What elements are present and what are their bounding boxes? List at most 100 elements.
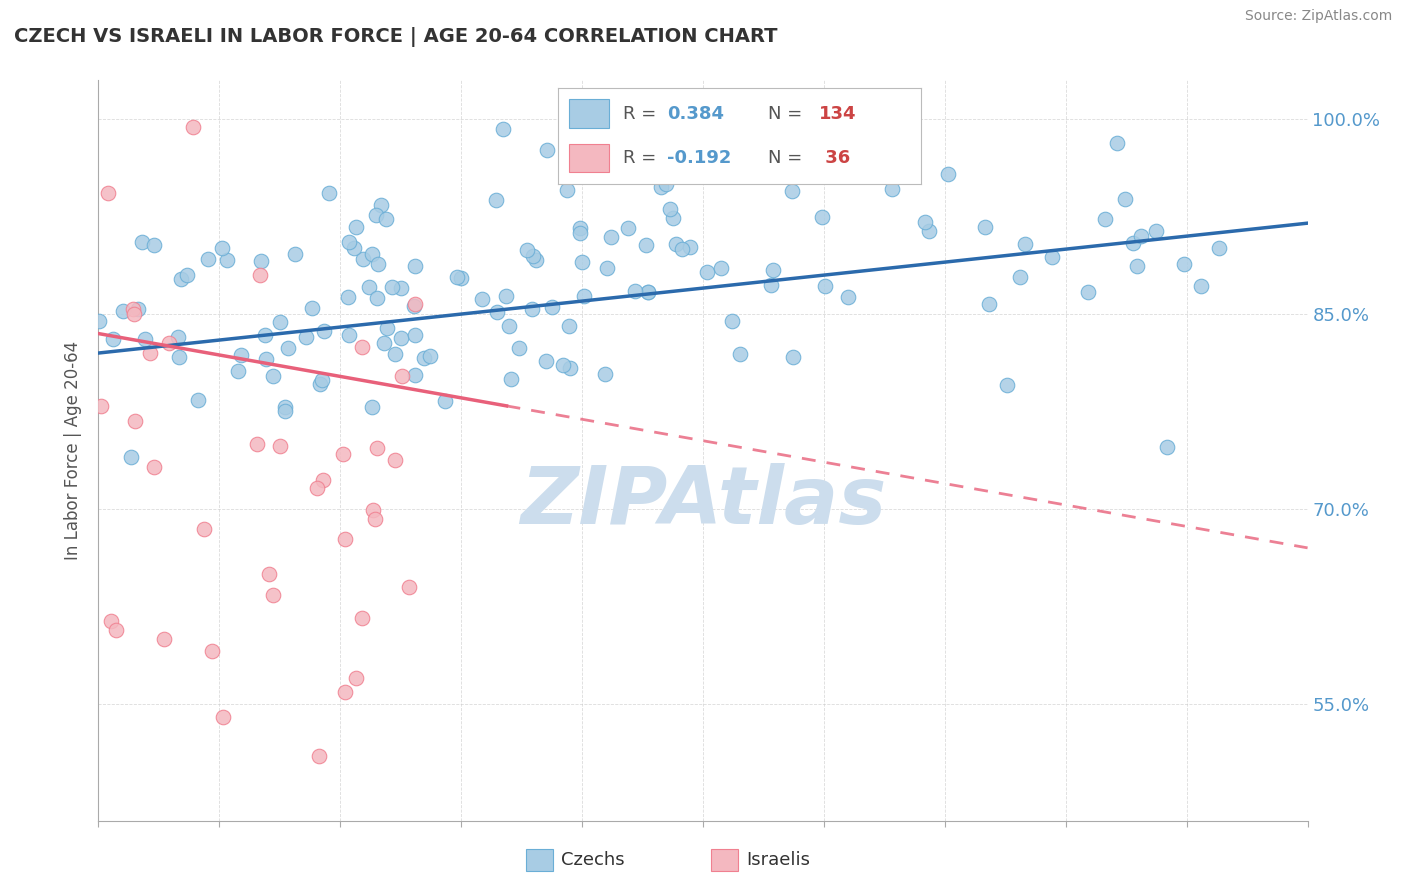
Point bbox=[384, 452, 406, 467]
Point bbox=[301, 301, 323, 316]
Point bbox=[305, 481, 328, 495]
Point bbox=[166, 329, 188, 343]
Point bbox=[759, 277, 782, 292]
Point bbox=[100, 614, 122, 628]
Point bbox=[404, 327, 426, 342]
Point bbox=[311, 373, 333, 387]
Point bbox=[352, 340, 374, 354]
Point bbox=[384, 347, 406, 361]
Bar bbox=[711, 849, 738, 871]
Point bbox=[170, 272, 193, 286]
Point bbox=[485, 193, 508, 207]
Point bbox=[363, 503, 385, 517]
Point bbox=[312, 324, 335, 338]
Point bbox=[555, 183, 578, 197]
Point bbox=[308, 376, 330, 391]
Point bbox=[558, 319, 581, 334]
Point bbox=[262, 588, 284, 602]
Point bbox=[433, 393, 456, 408]
Point bbox=[498, 318, 520, 333]
Text: CZECH VS ISRAELI IN LABOR FORCE | AGE 20-64 CORRELATION CHART: CZECH VS ISRAELI IN LABOR FORCE | AGE 20… bbox=[14, 27, 778, 46]
Point bbox=[665, 237, 688, 252]
Point bbox=[524, 253, 547, 268]
Text: Czechs: Czechs bbox=[561, 851, 624, 870]
Point bbox=[152, 632, 174, 646]
Point bbox=[600, 230, 623, 244]
Point bbox=[508, 341, 530, 355]
Point bbox=[398, 580, 420, 594]
Point bbox=[782, 185, 804, 199]
Point bbox=[1130, 229, 1153, 244]
Point bbox=[650, 179, 672, 194]
Point bbox=[364, 512, 387, 526]
Point bbox=[658, 202, 681, 217]
Point bbox=[762, 262, 785, 277]
Point bbox=[710, 261, 733, 276]
Point bbox=[1114, 192, 1136, 206]
Point bbox=[381, 280, 404, 294]
Point bbox=[671, 242, 693, 256]
Point bbox=[344, 671, 367, 685]
Point bbox=[211, 710, 233, 724]
Point bbox=[359, 280, 381, 294]
Point bbox=[295, 330, 318, 344]
Point bbox=[337, 235, 360, 250]
Point bbox=[366, 291, 388, 305]
Point bbox=[696, 265, 718, 279]
Point bbox=[201, 644, 224, 658]
Point bbox=[318, 186, 340, 200]
Point bbox=[284, 247, 307, 261]
Point bbox=[571, 255, 593, 269]
Point bbox=[1010, 270, 1032, 285]
Point bbox=[553, 358, 575, 372]
Point bbox=[637, 285, 659, 299]
Point bbox=[413, 351, 436, 365]
Point bbox=[121, 302, 143, 317]
Point bbox=[936, 167, 959, 181]
Point bbox=[134, 332, 156, 346]
Point bbox=[344, 220, 367, 235]
Point bbox=[143, 237, 166, 252]
Point bbox=[485, 305, 508, 319]
Point bbox=[361, 247, 384, 261]
Point bbox=[568, 221, 591, 235]
Point bbox=[536, 353, 558, 368]
Point bbox=[308, 748, 330, 763]
Point bbox=[277, 342, 299, 356]
Point bbox=[810, 210, 832, 224]
Point bbox=[124, 414, 146, 428]
Point bbox=[269, 439, 291, 453]
Point bbox=[721, 314, 744, 328]
Point bbox=[495, 289, 517, 303]
Point bbox=[274, 400, 297, 414]
Point bbox=[375, 321, 398, 335]
Point bbox=[90, 399, 112, 413]
Point bbox=[637, 285, 659, 300]
Point bbox=[269, 315, 291, 329]
Point bbox=[782, 350, 804, 364]
Point bbox=[217, 253, 239, 268]
Point bbox=[728, 347, 751, 361]
Point bbox=[364, 208, 387, 222]
Point bbox=[569, 226, 592, 240]
Point bbox=[254, 328, 277, 343]
Point bbox=[520, 301, 543, 316]
Point bbox=[404, 368, 426, 382]
Point bbox=[257, 566, 280, 581]
Point bbox=[1173, 257, 1195, 271]
Point bbox=[197, 252, 219, 266]
Point bbox=[249, 254, 271, 268]
Point bbox=[404, 299, 426, 313]
Point bbox=[655, 177, 678, 191]
Point bbox=[389, 280, 412, 294]
Point bbox=[880, 182, 903, 196]
Point bbox=[536, 143, 558, 157]
Point bbox=[1040, 250, 1063, 264]
Bar bbox=[526, 849, 554, 871]
Point bbox=[262, 368, 284, 383]
Point bbox=[558, 361, 581, 376]
Point bbox=[246, 437, 269, 451]
Point bbox=[389, 331, 412, 345]
Point bbox=[624, 285, 647, 299]
Point bbox=[541, 300, 564, 314]
